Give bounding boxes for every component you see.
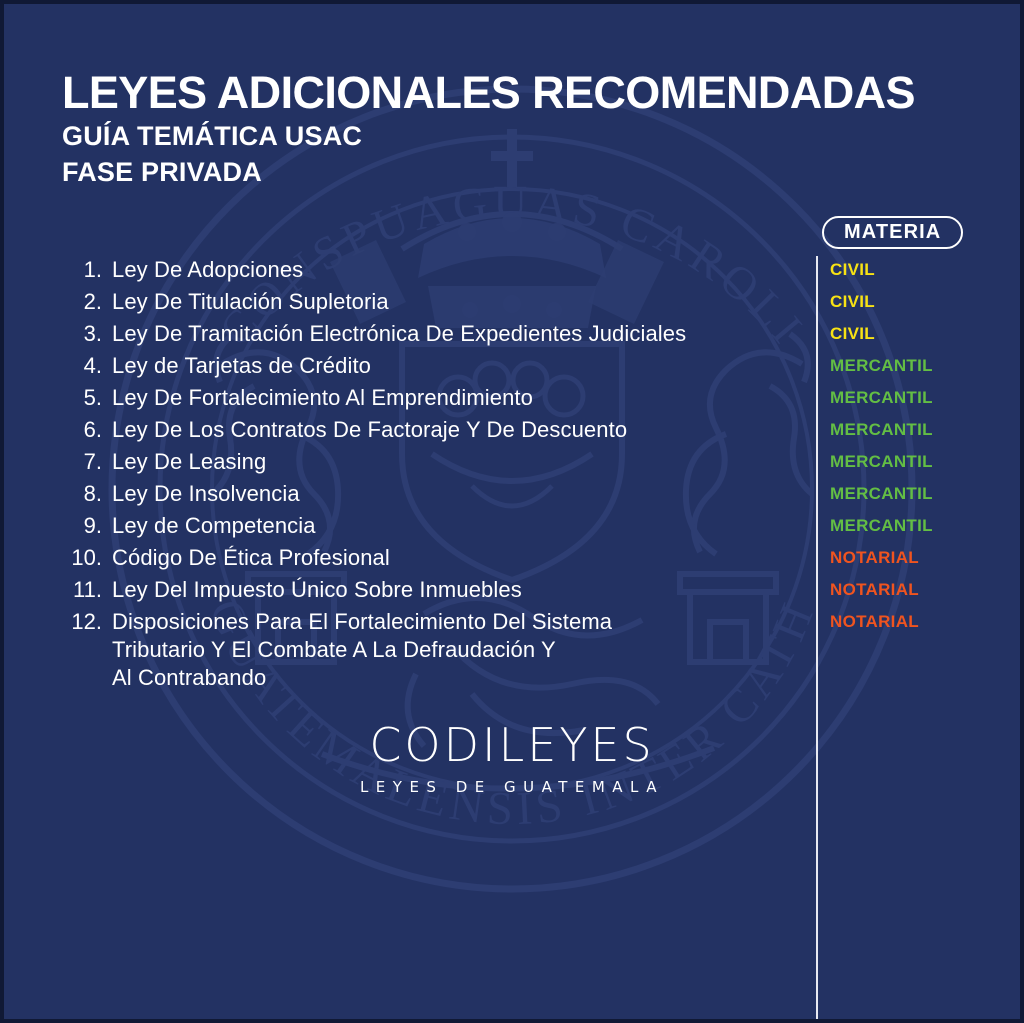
materia-column: CIVIL CIVIL CIVIL MERCANTIL MERCANTIL MERCANT…: [830, 256, 933, 640]
materia-label: CIVIL: [830, 292, 875, 311]
law-item-number: 5.: [83, 385, 102, 410]
law-list-item: 6. Ley De Los Contratos De Factoraje Y De…: [66, 416, 786, 444]
law-list-item: 2. Ley De Titulación Supletoria: [66, 288, 786, 316]
law-item-title: Ley De Adopciones: [112, 257, 304, 282]
page-subtitle-phase: FASE PRIVADA: [62, 157, 262, 188]
law-item-number: 1.: [83, 257, 102, 282]
brand-logo: CODILEYES LEYES DE GUATEMALA: [4, 722, 1020, 795]
law-list-item: 11. Ley Del Impuesto Único Sobre Inmueble…: [66, 576, 786, 604]
law-item-title: Ley De Fortalecimiento Al Emprendimiento: [112, 385, 533, 410]
law-list-item: 4. Ley de Tarjetas de Crédito: [66, 352, 786, 380]
materia-label: MERCANTIL: [830, 452, 933, 471]
law-item-title: Ley de Tarjetas de Crédito: [112, 353, 372, 378]
materia-label: MERCANTIL: [830, 516, 933, 535]
law-list-item: 12. Disposiciones Para El Fortalecimiento…: [66, 608, 786, 692]
law-item-title: Ley De Titulación Supletoria: [112, 289, 389, 314]
law-item-number: 6.: [83, 417, 102, 442]
law-item-title: Ley De Tramitación Electrónica De Expedi…: [112, 321, 687, 346]
law-item-title: Ley De Los Contratos De Factoraje Y De D…: [112, 417, 628, 442]
law-item-number: 8.: [83, 481, 102, 506]
materia-label: MERCANTIL: [830, 388, 933, 407]
brand-tagline: LEYES DE GUATEMALA: [359, 778, 665, 796]
materia-label: MERCANTIL: [830, 484, 933, 503]
header: LEYES ADICIONALES RECOMENDADAS GUÍA TEMÁ…: [62, 67, 916, 190]
law-item-title: Código De Ética Profesional: [112, 545, 390, 570]
law-item-number: 12.: [71, 609, 102, 634]
materia-label: NOTARIAL: [830, 612, 919, 631]
law-item-title: Ley De Insolvencia: [112, 481, 300, 506]
law-item-title: Ley Del Impuesto Único Sobre Inmuebles: [112, 577, 522, 602]
materia-label: NOTARIAL: [830, 580, 919, 599]
law-list-item: 9. Ley de Competencia: [66, 512, 786, 540]
law-list-item: 3. Ley De Tramitación Electrónica De Expe…: [66, 320, 786, 348]
law-list-item: 7. Ley De Leasing: [66, 448, 786, 476]
law-item-number: 7.: [83, 449, 102, 474]
law-item-title-continuation: Al Contrabando: [112, 665, 267, 690]
materia-label: MERCANTIL: [830, 356, 933, 375]
law-list-item: 1. Ley De Adopciones: [66, 256, 786, 284]
page-subtitle: GUÍA TEMÁTICA USAC: [62, 120, 363, 151]
materia-badge: MATERIA: [822, 216, 964, 249]
law-list-item: 8. Ley De Insolvencia: [66, 480, 786, 508]
brand-name: CODILEYES: [369, 718, 655, 772]
law-item-number: 11.: [73, 577, 102, 602]
law-item-number: 10.: [71, 545, 102, 570]
page-title: LEYES ADICIONALES RECOMENDADAS: [62, 67, 916, 118]
law-item-number: 3.: [83, 321, 102, 346]
law-list-item: 10. Código De Ética Profesional: [66, 544, 786, 572]
law-item-title: Ley De Leasing: [112, 449, 267, 474]
law-list-item: 5. Ley De Fortalecimiento Al Emprendimien…: [66, 384, 786, 412]
vertical-divider: [816, 256, 818, 1019]
law-list: 1. Ley De Adopciones 2. Ley De Titulación S…: [66, 256, 786, 696]
materia-label: MERCANTIL: [830, 420, 933, 439]
law-item-title: Disposiciones Para El Fortalecimiento De…: [112, 609, 613, 690]
materia-label: NOTARIAL: [830, 548, 919, 567]
law-item-title: Ley de Competencia: [112, 513, 316, 538]
law-item-number: 9.: [83, 513, 102, 538]
law-item-number: 4.: [83, 353, 102, 378]
materia-label: CIVIL: [830, 260, 875, 279]
law-item-title-continuation: Tributario Y El Combate A La Defraudació…: [112, 637, 556, 662]
law-item-number: 2.: [83, 289, 102, 314]
materia-label: CIVIL: [830, 324, 875, 343]
